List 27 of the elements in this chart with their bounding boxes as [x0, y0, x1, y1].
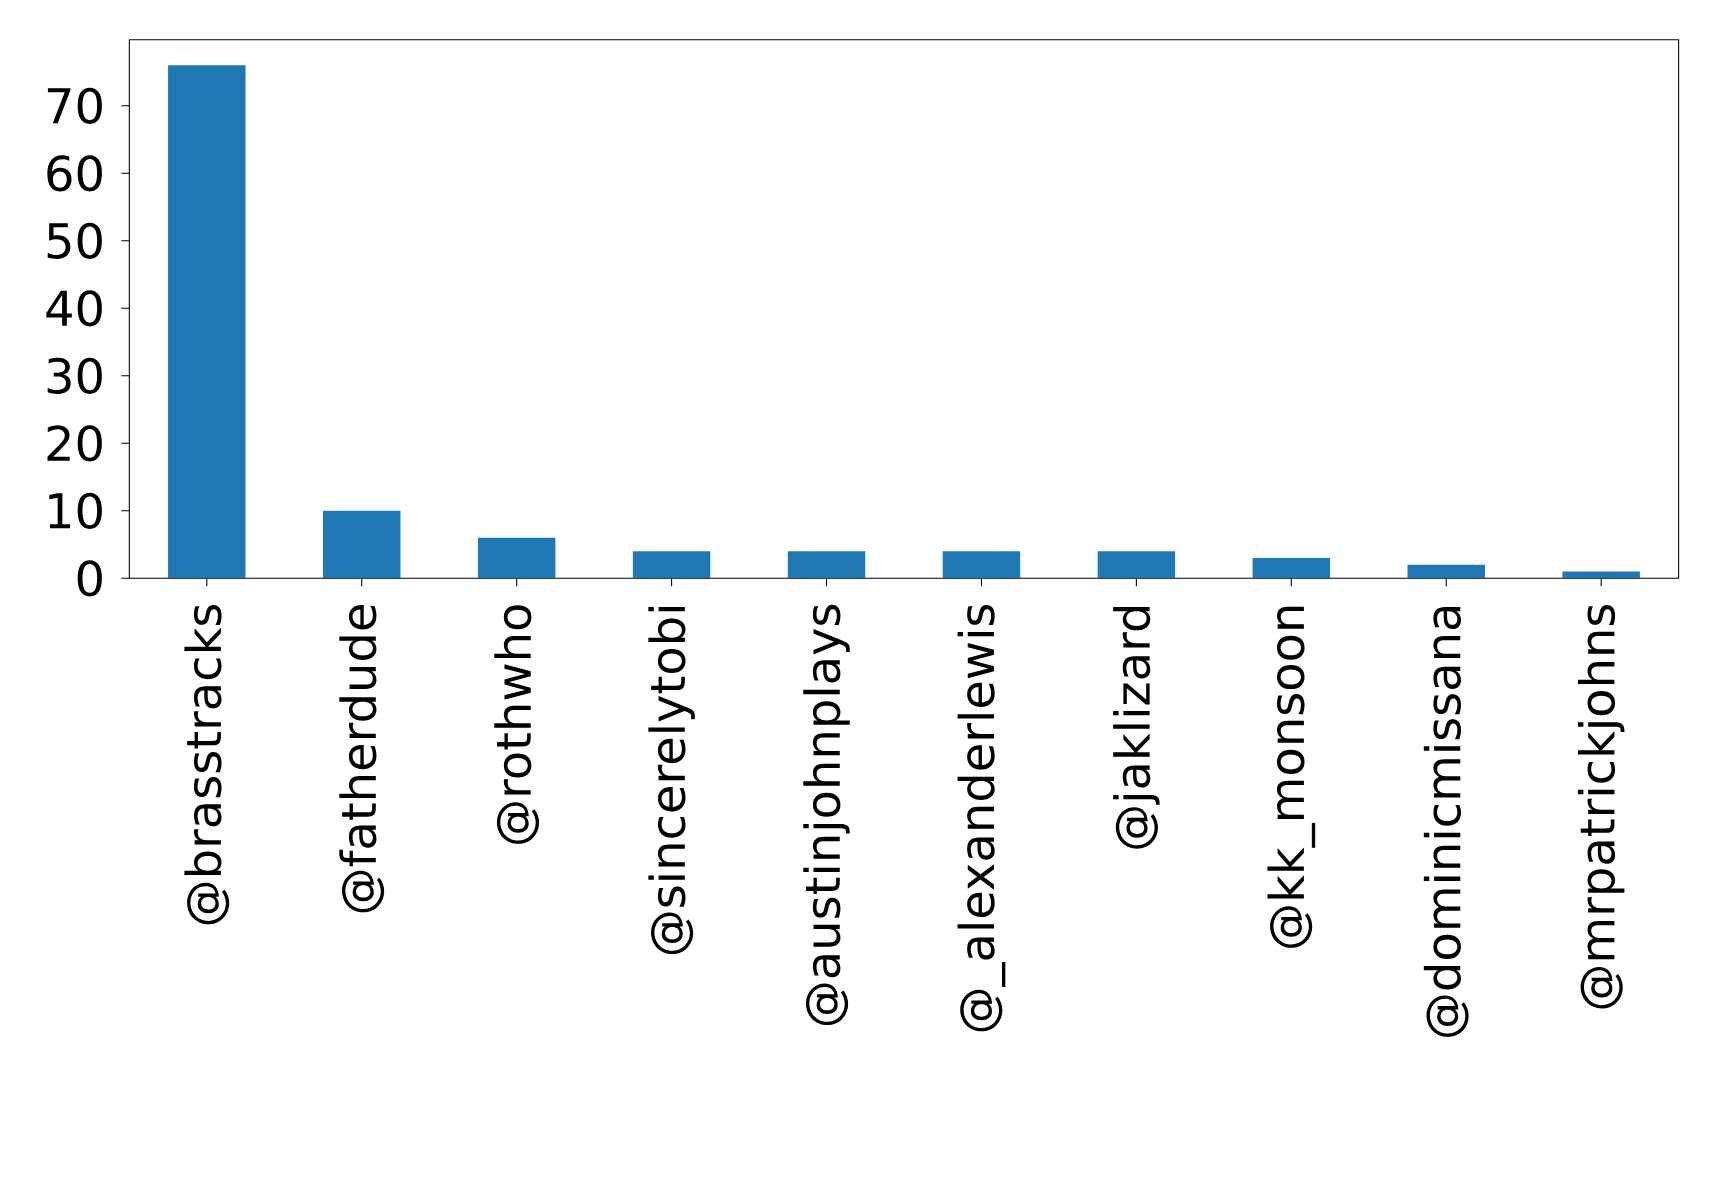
x-tick-label: @rothwho: [494, 605, 540, 844]
bar: [787, 551, 866, 579]
x-tick-label: @fatherdude: [339, 605, 385, 913]
bar: [1097, 551, 1176, 579]
x-tick-label: @kk_monsoon: [1267, 606, 1316, 948]
x-tick-label: @sincerelytobi: [648, 607, 695, 955]
bar: [168, 65, 246, 579]
y-tick-label: 10: [49, 492, 102, 529]
y-tick-label: 50: [47, 222, 102, 259]
y-tick-label: 70: [47, 87, 102, 124]
y-tick-label: 30: [47, 357, 102, 394]
x-tick-label: @jaklizard: [1113, 606, 1160, 849]
bar: [1407, 564, 1485, 579]
x-tick-label: @mrpatrickjohns: [1577, 604, 1625, 1009]
y-tick-label: 20: [47, 425, 102, 462]
bar: [477, 537, 556, 579]
x-tick-label: @austinjohnplays: [803, 604, 850, 1026]
bar: [632, 551, 711, 579]
x-tick-label: @brasstracks: [184, 604, 230, 925]
bar: [323, 510, 401, 579]
bar: [1252, 558, 1331, 579]
x-tick-label: @_alexanderlewis: [957, 604, 1006, 1032]
bar: [942, 551, 1021, 579]
y-tick-label: 0: [77, 560, 102, 597]
y-tick-label: 40: [46, 290, 102, 327]
y-tick-label: 60: [47, 155, 102, 192]
x-tick-label: @dominicmissana: [1423, 606, 1469, 1037]
